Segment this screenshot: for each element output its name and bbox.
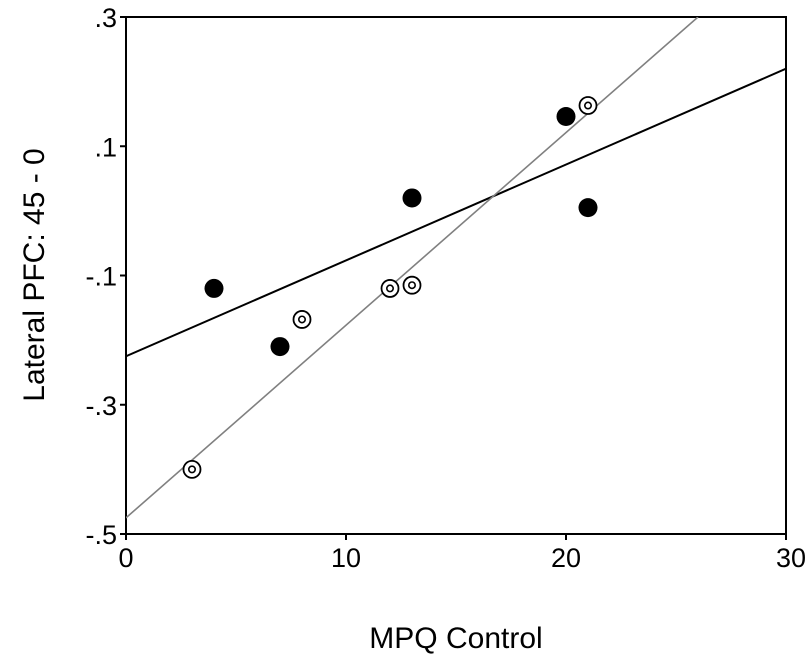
y-tick-label: -.3 (85, 391, 117, 421)
data-point-filled (402, 188, 422, 208)
fit-line-1 (126, 67, 786, 358)
y-tick-label: .1 (94, 132, 117, 162)
data-point-open (402, 275, 422, 295)
x-tick-label: 0 (118, 543, 133, 573)
x-tick-label: 10 (331, 543, 361, 573)
x-axis-title: MPQ Control (369, 622, 542, 655)
y-tick-label: .3 (94, 3, 117, 33)
plot-frame (125, 16, 787, 535)
data-point-filled (556, 107, 576, 127)
y-axis-title: Lateral PFC: 45 - 0 (18, 148, 51, 401)
data-point-filled (578, 198, 598, 218)
x-tick-label: 20 (551, 543, 581, 573)
data-point-open (292, 310, 312, 329)
y-tick-label: -.5 (85, 520, 117, 550)
y-tick-label: -.1 (85, 262, 117, 292)
data-points (182, 96, 598, 479)
x-tick-label: 30 (776, 543, 806, 573)
data-point-filled (270, 337, 290, 357)
data-point-open (380, 279, 400, 298)
data-point-open (182, 459, 202, 479)
data-point-open (578, 96, 598, 115)
x-axis-ticks: 0 10 20 30 (118, 534, 806, 573)
data-point-filled (204, 278, 224, 298)
fit-lines (126, 17, 786, 519)
y-axis-ticks: .3 .1 -.1 -.3 -.5 (85, 3, 126, 550)
fit-line-2 (126, 17, 699, 519)
